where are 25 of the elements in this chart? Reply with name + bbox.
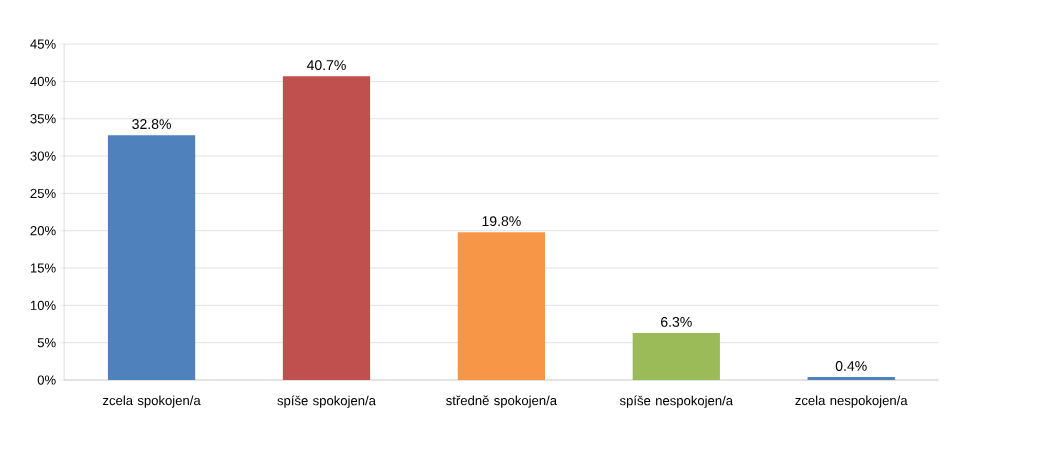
y-tick-label: 20% — [30, 226, 56, 236]
bar — [632, 333, 720, 381]
y-tick-label: 45% — [30, 39, 56, 49]
data-label: 0.4% — [835, 361, 867, 372]
data-label: 32.8% — [132, 119, 171, 130]
x-tick-label: středně spokojen/a — [446, 395, 558, 408]
x-tick-label: spíše nespokojen/a — [619, 395, 734, 409]
bar — [107, 135, 196, 381]
bar — [457, 232, 546, 381]
x-tick-label: spíše spokojen/a — [277, 395, 376, 409]
x-tick-label: zcela nespokojen/a — [795, 395, 908, 408]
y-tick-label: 10% — [30, 300, 56, 311]
y-tick-label: 0% — [37, 375, 56, 385]
y-tick-label: 40% — [30, 76, 56, 87]
bar — [807, 377, 895, 381]
data-label: 40.7% — [306, 60, 346, 71]
data-label: 19.8% — [482, 216, 521, 227]
y-tick-label: 15% — [30, 263, 56, 273]
x-tick-label: zcela spokojen/a — [102, 395, 201, 408]
bar — [282, 76, 371, 381]
y-tick-label: 35% — [30, 114, 56, 124]
data-label: 6.3% — [661, 317, 692, 328]
y-tick-label: 5% — [37, 338, 56, 348]
y-tick-label: 30% — [30, 151, 56, 161]
y-tick-label: 25% — [30, 188, 56, 199]
